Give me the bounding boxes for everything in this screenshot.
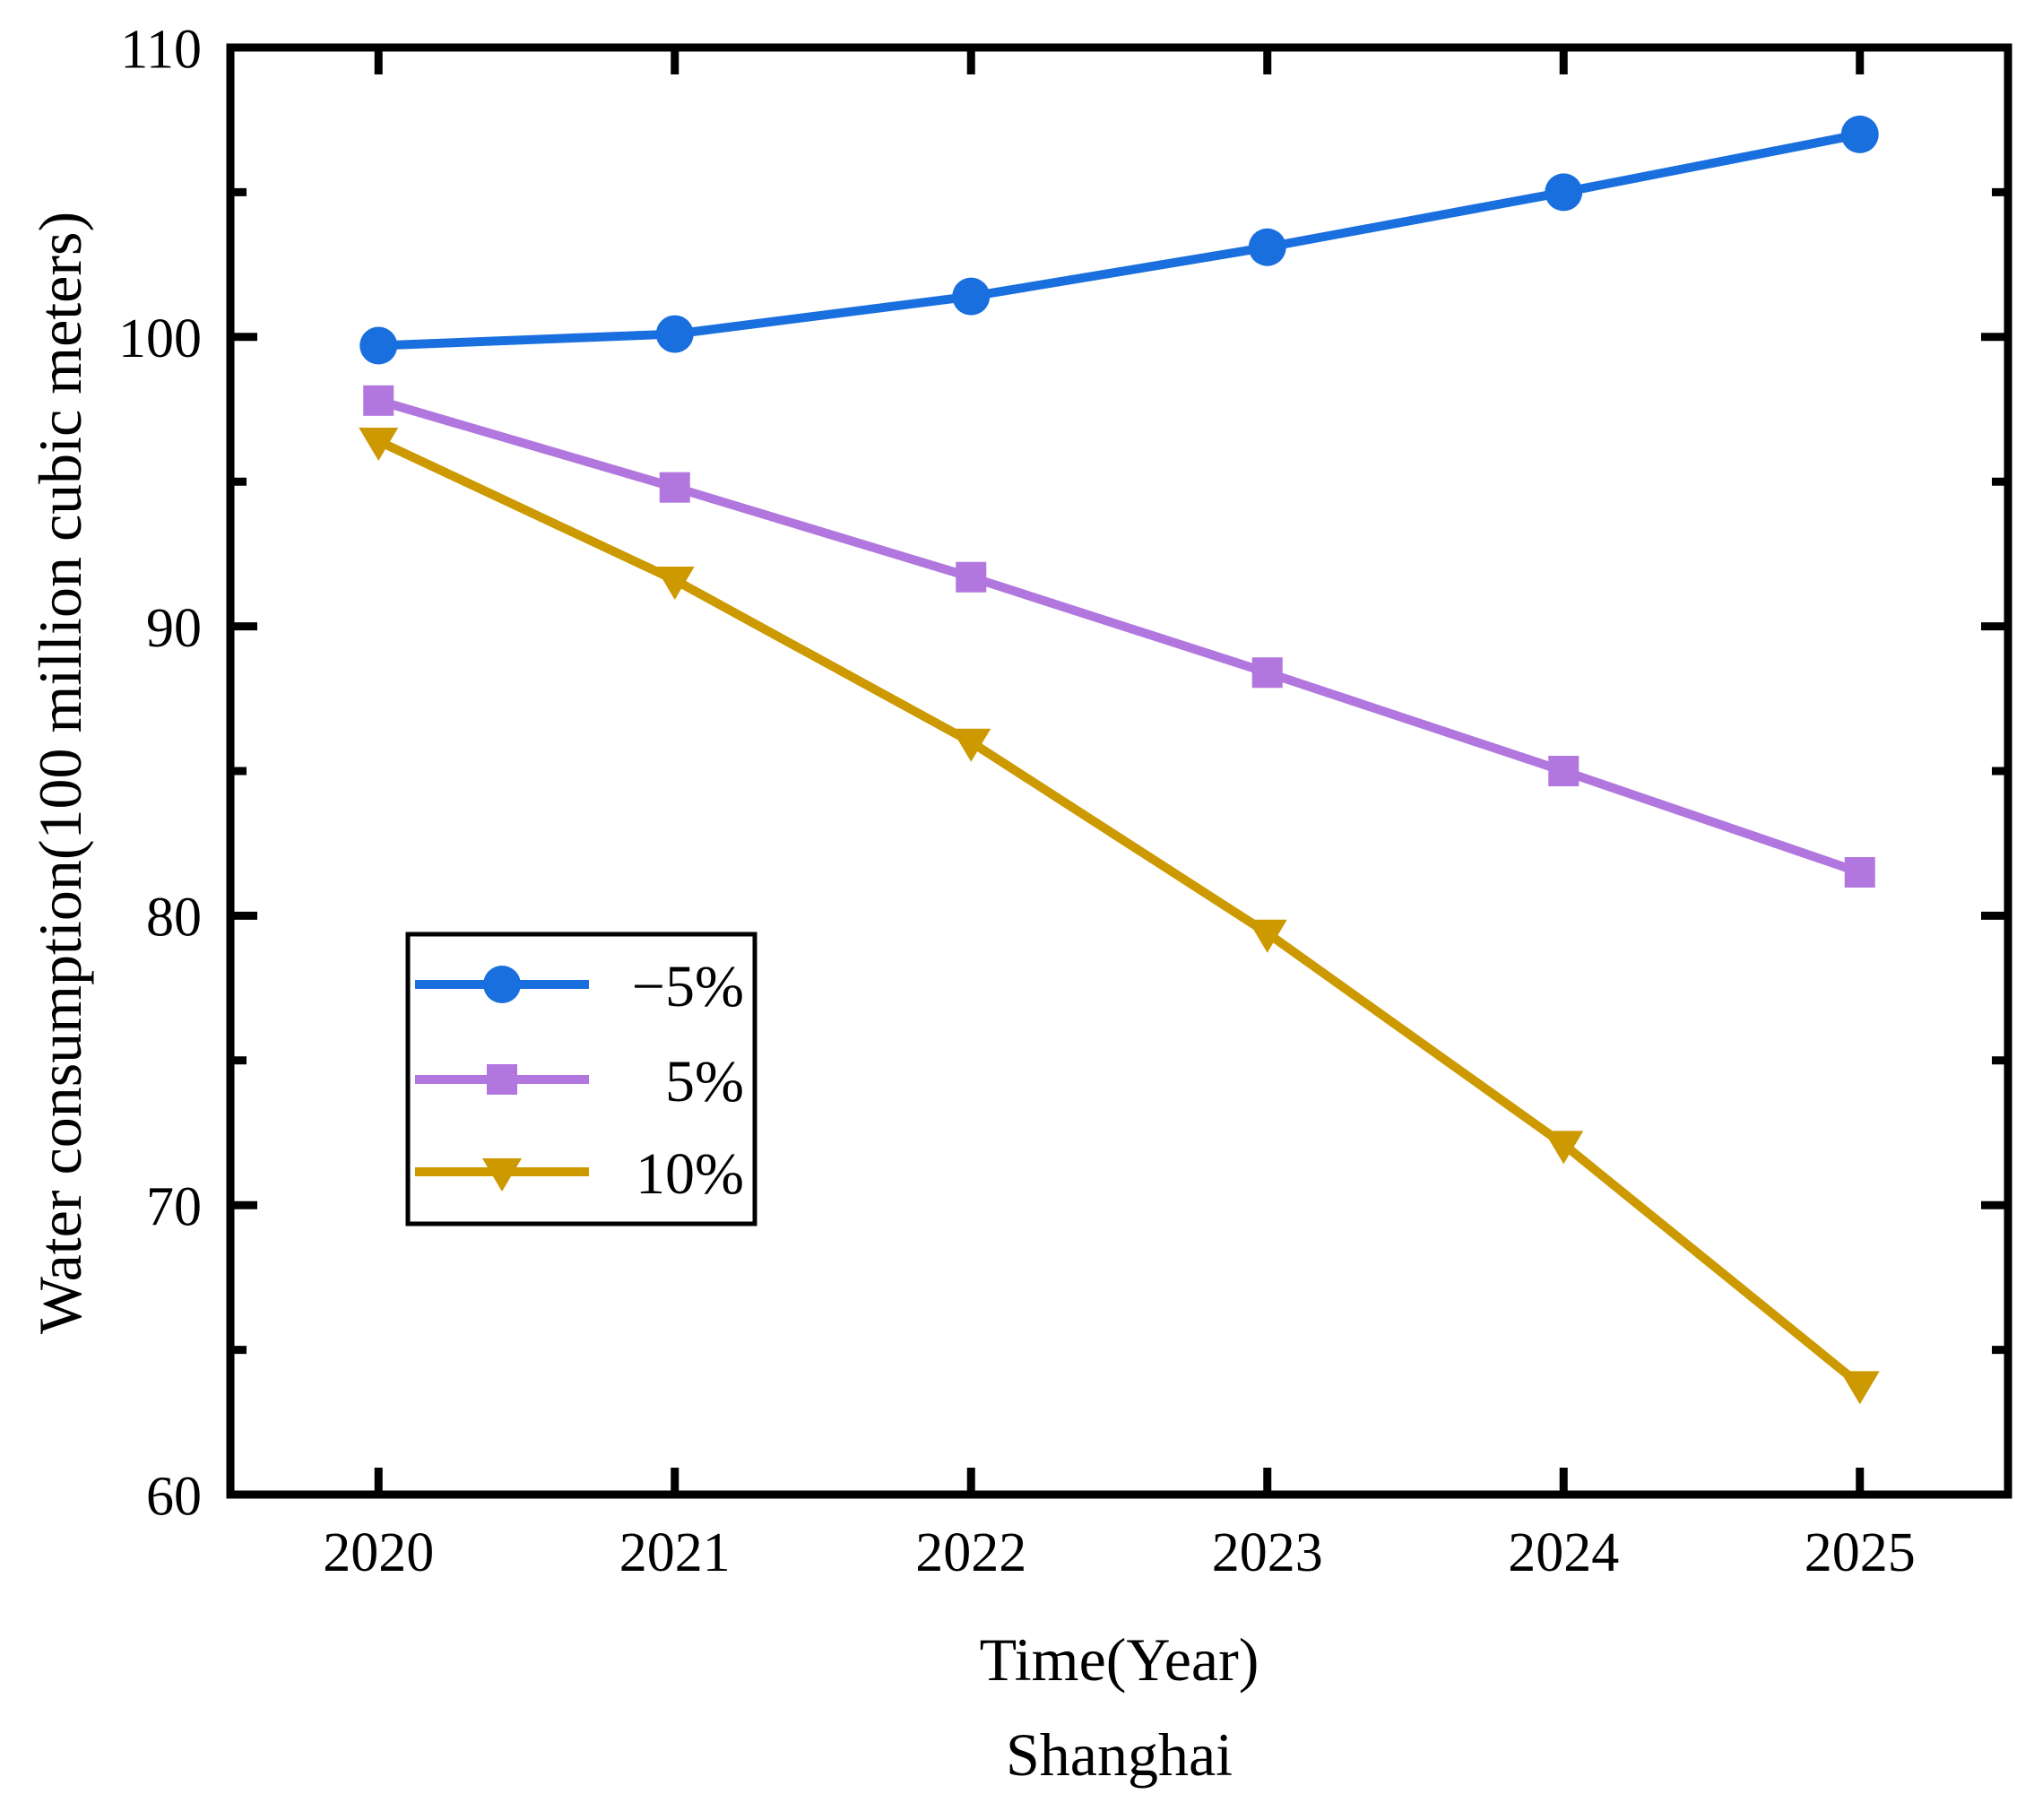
x-tick-label-2022: 2022 <box>915 1522 1026 1583</box>
x-axis-label: Time(Year) <box>979 1625 1259 1694</box>
y-tick-label-90: 90 <box>146 598 202 659</box>
legend-label-1: 5% <box>665 1049 744 1114</box>
legend-label-2: 10% <box>636 1141 744 1207</box>
x-tick-label-2025: 2025 <box>1805 1522 1916 1583</box>
legend-label-0: −5% <box>632 954 744 1019</box>
series-0-point-2023 <box>1248 228 1286 266</box>
x-tick-label-2021: 2021 <box>619 1522 731 1583</box>
series-1-point-2020 <box>363 385 394 416</box>
series-0-point-2024 <box>1545 173 1583 212</box>
series-0-point-2025 <box>1840 115 1879 153</box>
legend-marker-2 <box>482 1158 522 1192</box>
y-tick-label-70: 70 <box>146 1177 202 1238</box>
series-2-point-2025 <box>1839 1371 1880 1405</box>
y-tick-label-100: 100 <box>118 308 202 369</box>
series-line-2 <box>377 437 1863 1389</box>
series-1-point-2024 <box>1548 756 1580 786</box>
y-tick-label-60: 60 <box>146 1466 202 1527</box>
x-axis-subtitle-shanghai: Shanghai <box>1005 1720 1233 1789</box>
series-line-1 <box>377 396 1862 877</box>
series-2-point-2020 <box>359 428 399 462</box>
series-2-point-2024 <box>1544 1131 1584 1165</box>
plot-border <box>226 43 2012 1499</box>
x-tick-label-2024: 2024 <box>1508 1522 1619 1583</box>
legend-marker-0 <box>483 966 521 1003</box>
y-tick-label-110: 110 <box>120 19 202 80</box>
series-0-point-2020 <box>359 326 398 365</box>
series-line-0 <box>378 129 1861 351</box>
series-0-point-2022 <box>952 277 991 316</box>
series-2-point-2022 <box>951 728 991 762</box>
legend-marker-1 <box>487 1064 517 1095</box>
y-tick-label-80: 80 <box>146 888 202 949</box>
series-0-point-2021 <box>655 315 694 353</box>
series-2-point-2021 <box>654 566 695 600</box>
series-1-point-2021 <box>659 472 690 503</box>
series-1-point-2022 <box>956 561 987 593</box>
series-1-point-2023 <box>1251 657 1283 689</box>
x-tick-label-2023: 2023 <box>1212 1522 1323 1583</box>
x-tick-label-2020: 2020 <box>323 1522 434 1583</box>
y-axis-label: Water consumption(100 million cubic mete… <box>26 211 94 1335</box>
series-2-point-2023 <box>1247 919 1287 953</box>
series-1-point-2025 <box>1844 856 1875 888</box>
